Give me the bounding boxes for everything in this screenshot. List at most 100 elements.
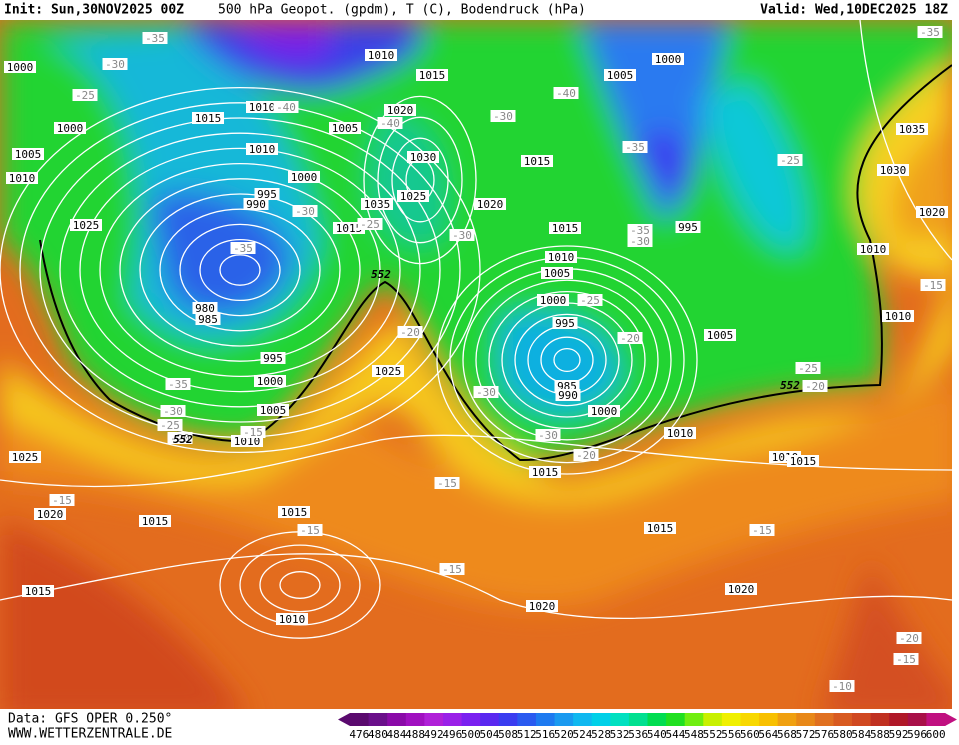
isobar bbox=[363, 95, 477, 265]
data-source: Data: GFS OPER 0.250° bbox=[8, 712, 172, 727]
temp-box bbox=[473, 386, 499, 398]
pressure-label: 1005 bbox=[15, 148, 42, 161]
colorbar-cell bbox=[628, 713, 648, 726]
pressure-label: 1000 bbox=[57, 122, 84, 135]
isobar bbox=[119, 178, 361, 362]
isobar bbox=[553, 347, 581, 373]
pressure-box bbox=[139, 515, 171, 527]
colorbar-cell bbox=[740, 713, 760, 726]
pressure-box bbox=[70, 219, 102, 231]
temp-box bbox=[777, 154, 803, 166]
colorbar-cell bbox=[833, 713, 853, 726]
colorbar-cell bbox=[684, 713, 704, 726]
colorbar-label: 596 bbox=[907, 728, 927, 741]
pressure-box bbox=[254, 375, 286, 387]
pressure-label: 1015 bbox=[281, 506, 308, 519]
colorbar-cell bbox=[461, 713, 481, 726]
temp-box bbox=[397, 326, 423, 338]
colorbar-label: 536 bbox=[628, 728, 648, 741]
pressure-label: 1025 bbox=[73, 219, 100, 232]
colorbar-cell bbox=[852, 713, 872, 726]
colorbar-label: 520 bbox=[554, 728, 574, 741]
pressure-label: 985 bbox=[198, 313, 218, 326]
temperature-label: -15 bbox=[752, 524, 772, 537]
colorbar-cell bbox=[573, 713, 593, 726]
temperature-label: -15 bbox=[896, 653, 916, 666]
temp-box bbox=[622, 141, 648, 153]
temperature-label: -30 bbox=[476, 386, 496, 399]
pressure-label: 1000 bbox=[7, 61, 34, 74]
temperature-label: -35 bbox=[168, 378, 188, 391]
pressure-box bbox=[195, 313, 221, 325]
temp-box bbox=[439, 563, 465, 575]
pressure-box bbox=[549, 222, 581, 234]
pressure-label: 1005 bbox=[544, 267, 571, 280]
pressure-box bbox=[276, 613, 308, 625]
temperature-label: -15 bbox=[923, 279, 943, 292]
temp-box bbox=[627, 235, 653, 247]
temperature-label: -20 bbox=[170, 432, 190, 445]
pressure-label: 1005 bbox=[332, 122, 359, 135]
height-label: 552 bbox=[780, 379, 800, 392]
pressure-label: 1010 bbox=[885, 310, 912, 323]
pressure-label: 1010 bbox=[548, 251, 575, 264]
colorbar: 4764804844884924965005045085125165205245… bbox=[338, 713, 957, 741]
pressure-box bbox=[365, 49, 397, 61]
pressure-label: 1015 bbox=[790, 455, 817, 468]
colorbar-label: 544 bbox=[665, 728, 685, 741]
init: Init: Sun,30NOV2025 00Z bbox=[4, 3, 184, 18]
colorbar-cell bbox=[368, 713, 388, 726]
pressure-box bbox=[474, 198, 506, 210]
temperature-label: -15 bbox=[437, 477, 457, 490]
pressure-box bbox=[9, 451, 41, 463]
pressure-box bbox=[588, 405, 620, 417]
temp-box bbox=[142, 32, 168, 44]
isobar bbox=[514, 313, 620, 407]
pressure-box bbox=[192, 112, 224, 124]
colorbar-label: 524 bbox=[572, 728, 592, 741]
temp-box bbox=[160, 405, 186, 417]
temp-box bbox=[749, 524, 775, 536]
pressure-box bbox=[254, 188, 280, 200]
colorbar-end bbox=[338, 713, 350, 726]
colorbar-cell bbox=[721, 713, 741, 726]
colorbar-label: 492 bbox=[424, 728, 444, 741]
colorbar-label: 484 bbox=[387, 728, 407, 741]
isobar bbox=[436, 245, 698, 475]
temperature-label: -25 bbox=[360, 218, 380, 231]
temperature-label: -20 bbox=[620, 332, 640, 345]
temp-box bbox=[449, 229, 475, 241]
temperature-label: -30 bbox=[538, 429, 558, 442]
pressure-box bbox=[34, 508, 66, 520]
colorbar-label: 508 bbox=[498, 728, 518, 741]
temperature-label: -20 bbox=[805, 380, 825, 393]
pressure-box bbox=[246, 143, 278, 155]
pressure-label: 1015 bbox=[419, 69, 446, 82]
pressure-box bbox=[12, 148, 44, 160]
temp-box bbox=[377, 117, 403, 129]
pressure-box bbox=[260, 352, 286, 364]
pressure-label: 1015 bbox=[532, 466, 559, 479]
temp-box bbox=[802, 380, 828, 392]
pressure-label: 995 bbox=[263, 352, 283, 365]
isobar bbox=[488, 290, 646, 430]
pressure-box bbox=[704, 329, 736, 341]
temp-box bbox=[357, 218, 383, 230]
temperature-label: -15 bbox=[243, 426, 263, 439]
pressure-box bbox=[416, 69, 448, 81]
pressure-label: 980 bbox=[195, 302, 215, 315]
pressure-label: 1030 bbox=[880, 164, 907, 177]
colorbar-end bbox=[945, 713, 957, 726]
colorbar-cell bbox=[442, 713, 463, 726]
colorbar-label: 584 bbox=[851, 728, 871, 741]
pressure-label: 1010 bbox=[860, 243, 887, 256]
colorbar-label: 504 bbox=[480, 728, 500, 741]
pressure-label: 995 bbox=[555, 317, 575, 330]
colorbar-label: 600 bbox=[926, 728, 946, 741]
colorbar-label: 572 bbox=[796, 728, 816, 741]
pressure-label: 1020 bbox=[728, 583, 755, 596]
colorbar-label: 532 bbox=[610, 728, 630, 741]
pressure-label: 1005 bbox=[707, 329, 734, 342]
pressure-label: 1005 bbox=[260, 404, 287, 417]
colorbar-cell bbox=[610, 713, 630, 726]
